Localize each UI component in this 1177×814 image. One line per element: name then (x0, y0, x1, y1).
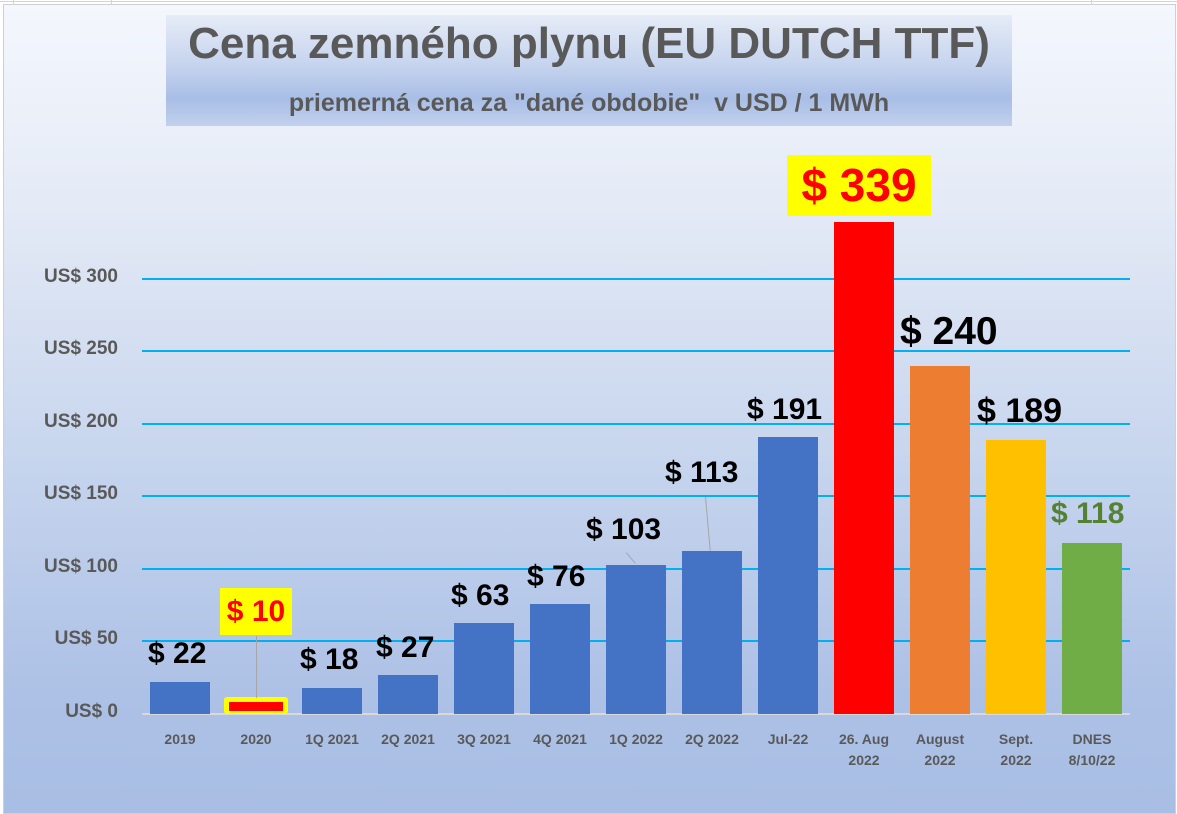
bar-dnes-8-10-22[interactable] (1062, 543, 1122, 714)
sheet-gridline (111, 0, 112, 4)
data-label-1q-2022: $ 103 (586, 513, 662, 546)
leader-line-2020 (256, 636, 257, 698)
bar-1q-2022[interactable] (606, 565, 666, 714)
bar-sept-2022[interactable] (986, 440, 1046, 714)
y-tick-50: US$ 50 (54, 628, 118, 649)
gridline-300 (142, 278, 1130, 280)
sheet-gridline (13, 0, 14, 4)
x-label-sept-2022: Sept. 2022 (978, 729, 1054, 771)
bar-1q-2021[interactable] (302, 688, 362, 714)
x-label-4q-2021: 4Q 2021 (533, 731, 587, 747)
y-tick-150: US$ 150 (44, 483, 118, 504)
data-label-2q-2022: $ 113 (665, 456, 739, 489)
x-label-2q-2022: 2Q 2022 (685, 731, 739, 747)
x-label-1q-2022: 1Q 2022 (609, 731, 663, 747)
data-label-dnes-8-10-22: $ 118 (1051, 497, 1125, 530)
bar-2020[interactable] (229, 702, 283, 711)
bar-26-aug-2022[interactable] (834, 222, 894, 714)
x-label-line1: Sept. (998, 731, 1034, 747)
x-label-2019: 2019 (164, 731, 196, 747)
sheet-gridline (1091, 0, 1092, 4)
bar-jul-22[interactable] (758, 437, 818, 714)
x-label-line2: 2022 (924, 752, 956, 768)
data-label-2019: $ 22 (148, 637, 207, 670)
x-label-august-2022: August 2022 (902, 729, 978, 771)
bar-2q-2022[interactable] (682, 551, 742, 714)
x-label-3q-2021: 3Q 2021 (457, 731, 511, 747)
chart-title: Cena zemného plynu (EU DUTCH TTF) (188, 19, 990, 68)
y-tick-0: US$ 0 (65, 701, 118, 722)
data-label-jul-22: $ 191 (747, 393, 823, 426)
data-label-1q-2021: $ 18 (300, 643, 359, 676)
x-label-line2: 2022 (848, 752, 880, 768)
bar-2q-2021[interactable] (378, 675, 438, 714)
x-label-line2: 2022 (1000, 752, 1032, 768)
data-label-3q-2021: $ 63 (451, 579, 510, 612)
x-label-line1: August (915, 731, 965, 747)
y-tick-300: US$ 300 (44, 266, 118, 287)
y-tick-100: US$ 100 (44, 556, 118, 577)
x-label-line1: DNES (1072, 731, 1112, 747)
bar-august-2022[interactable] (910, 366, 970, 714)
bar-4q-2021[interactable] (530, 604, 590, 714)
chart-title-box[interactable]: Cena zemného plynu (EU DUTCH TTF) prieme… (166, 15, 1012, 126)
bar-3q-2021[interactable] (454, 623, 514, 714)
y-tick-250: US$ 250 (44, 338, 118, 359)
data-label-sept-2022: $ 189 (977, 392, 1063, 430)
x-label-jul-22: Jul-22 (767, 731, 809, 747)
x-label-2020: 2020 (240, 731, 272, 747)
x-label-line2: 8/10/22 (1068, 752, 1116, 768)
x-label-line1: 26. Aug (838, 731, 890, 747)
x-label-26-aug-2022: 26. Aug 2022 (826, 729, 902, 771)
data-label-2q-2021: $ 27 (376, 631, 435, 664)
x-axis-line (142, 713, 1130, 715)
bar-2019[interactable] (150, 682, 210, 714)
x-label-dnes-8-10-22: DNES 8/10/22 (1054, 729, 1130, 771)
x-label-2q-2021: 2Q 2021 (381, 731, 435, 747)
chart-area[interactable] (3, 4, 1176, 814)
y-tick-200: US$ 200 (44, 411, 118, 432)
x-label-1q-2021: 1Q 2021 (305, 731, 359, 747)
data-label-26-aug-2022: $ 339 (787, 155, 931, 216)
data-label-august-2022: $ 240 (900, 310, 998, 353)
gridline-250 (142, 350, 1130, 352)
gridline-150 (142, 495, 1130, 497)
data-label-4q-2021: $ 76 (527, 560, 586, 593)
chart-subtitle: priemerná cena za "dané obdobie" v USD /… (288, 89, 890, 117)
gridline-200 (142, 423, 1130, 425)
data-label-2020: $ 10 (220, 588, 292, 635)
sheet-gridline (0, 1, 1177, 2)
